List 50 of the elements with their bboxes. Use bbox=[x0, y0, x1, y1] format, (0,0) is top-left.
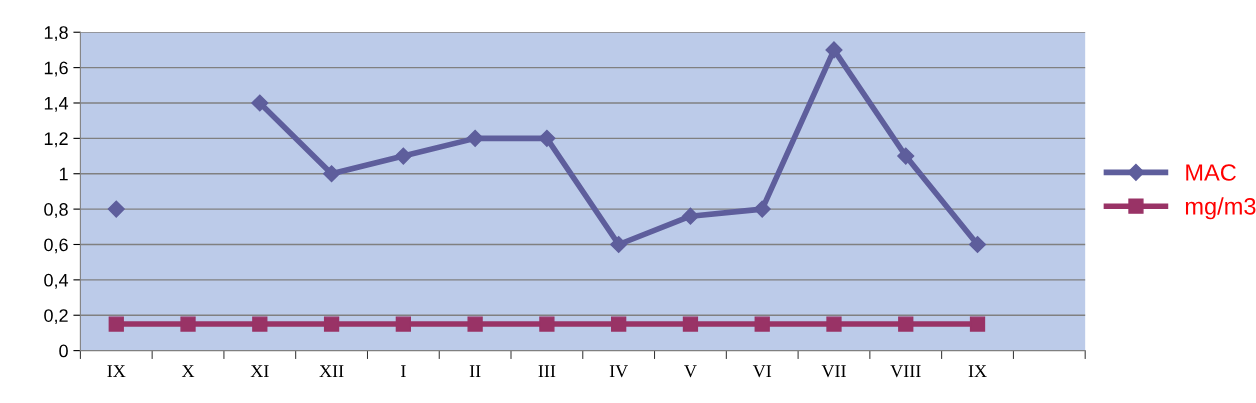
x-tick-label: IV bbox=[609, 365, 628, 378]
point bbox=[107, 200, 125, 218]
legend-label: MAC bbox=[1186, 164, 1236, 181]
point bbox=[323, 316, 340, 332]
point bbox=[897, 147, 915, 165]
point bbox=[395, 316, 411, 332]
y-tick-label: 1,2 bbox=[44, 132, 68, 148]
x-tick-label: X bbox=[181, 365, 195, 378]
point bbox=[898, 316, 914, 332]
point bbox=[323, 165, 341, 183]
y-tick-label: 1,8 bbox=[44, 26, 68, 42]
point bbox=[753, 200, 771, 218]
x-tick-label: VII bbox=[821, 365, 846, 378]
y-tick-label: 1,6 bbox=[44, 61, 68, 77]
x-tick-label: V bbox=[684, 365, 697, 378]
point bbox=[825, 41, 843, 59]
point bbox=[754, 316, 770, 332]
point bbox=[108, 316, 124, 332]
point bbox=[467, 316, 483, 332]
point bbox=[251, 94, 269, 112]
x-tick-label: IX bbox=[107, 365, 126, 378]
point bbox=[180, 316, 196, 332]
point bbox=[826, 316, 842, 332]
point bbox=[682, 316, 699, 332]
point bbox=[968, 235, 987, 254]
point bbox=[681, 207, 699, 225]
y-tick-label: 1,4 bbox=[44, 97, 69, 112]
x-tick-label: VIII bbox=[890, 365, 921, 378]
y-tick-label: 0,4 bbox=[44, 273, 69, 289]
point bbox=[969, 316, 986, 332]
point bbox=[610, 235, 628, 254]
y-tick-label: 0,8 bbox=[44, 203, 68, 218]
x-tick-label: XI bbox=[250, 365, 269, 378]
y-tick-label: 1 bbox=[59, 167, 68, 181]
legend-label: mg/m3 bbox=[1185, 197, 1256, 220]
x-tick-label: II bbox=[469, 365, 481, 378]
x-tick-label: VI bbox=[752, 365, 772, 378]
point bbox=[394, 147, 412, 165]
point bbox=[466, 129, 484, 147]
point bbox=[539, 316, 555, 332]
y-tick-label: 0,6 bbox=[44, 238, 68, 254]
x-tick-label: III bbox=[538, 365, 556, 378]
point bbox=[611, 316, 627, 332]
x-tick-label: IX bbox=[968, 365, 987, 378]
y-tick-label: 0 bbox=[59, 344, 68, 358]
y-tick-label: 0,2 bbox=[44, 309, 68, 325]
point bbox=[252, 316, 268, 332]
point bbox=[538, 129, 556, 147]
x-tick-label: XII bbox=[319, 365, 344, 378]
x-tick-label: I bbox=[401, 365, 406, 378]
